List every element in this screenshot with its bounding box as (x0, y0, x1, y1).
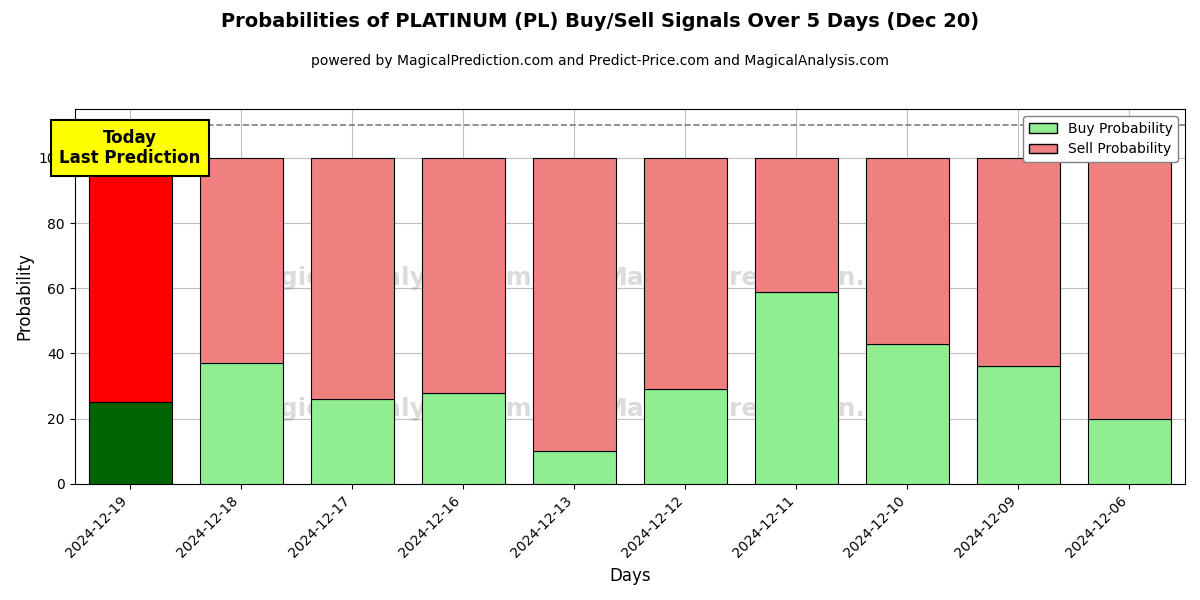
Bar (199, 158, 283, 363)
Bar (89, 403, 172, 484)
Y-axis label: Probability: Probability (16, 253, 34, 340)
Bar (755, 292, 838, 484)
Text: MagicalPrediction.com: MagicalPrediction.com (602, 397, 924, 421)
Text: Today
Last Prediction: Today Last Prediction (60, 128, 200, 167)
X-axis label: Days: Days (610, 567, 650, 585)
Text: MagicalPrediction.com: MagicalPrediction.com (602, 266, 924, 290)
Bar (977, 367, 1060, 484)
Bar (421, 158, 505, 392)
Bar (311, 158, 394, 399)
Bar (865, 344, 949, 484)
Bar (1088, 158, 1171, 419)
Bar (533, 451, 616, 484)
Bar (977, 158, 1060, 367)
Bar (865, 158, 949, 344)
Legend: Buy Probability, Sell Probability: Buy Probability, Sell Probability (1024, 116, 1178, 162)
Bar (421, 392, 505, 484)
Text: powered by MagicalPrediction.com and Predict-Price.com and MagicalAnalysis.com: powered by MagicalPrediction.com and Pre… (311, 54, 889, 68)
Text: Probabilities of PLATINUM (PL) Buy/Sell Signals Over 5 Days (Dec 20): Probabilities of PLATINUM (PL) Buy/Sell … (221, 12, 979, 31)
Bar (199, 363, 283, 484)
Bar (755, 158, 838, 292)
Text: MagicalAnalysis.com: MagicalAnalysis.com (239, 397, 533, 421)
Bar (1088, 419, 1171, 484)
Bar (643, 158, 727, 389)
Bar (89, 158, 172, 403)
Bar (533, 158, 616, 451)
Bar (311, 399, 394, 484)
Bar (643, 389, 727, 484)
Text: MagicalAnalysis.com: MagicalAnalysis.com (239, 266, 533, 290)
